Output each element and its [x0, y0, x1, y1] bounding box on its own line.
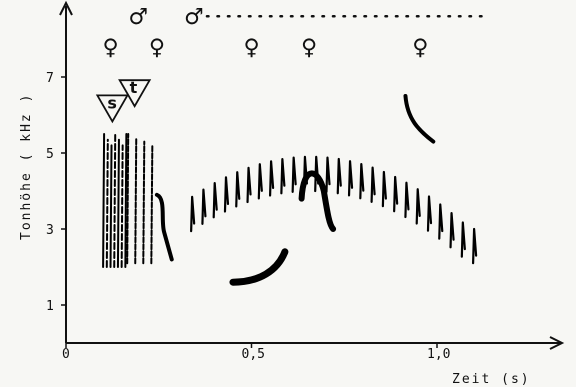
x-tick-label-2: 1,0: [427, 347, 450, 362]
marks: [102, 94, 478, 286]
x-axis-label: Zeit (s): [452, 372, 531, 387]
marker-triangle-t: [118, 79, 152, 109]
female-symbol-2: ♀: [149, 36, 165, 61]
pulse-2: [212, 182, 218, 219]
low-sweep: [229, 248, 289, 286]
marker-triangle-s: [95, 94, 129, 124]
y-tick-label-2: 5: [46, 147, 54, 162]
pulse-22: [438, 203, 444, 240]
pulse-5: [246, 166, 252, 204]
female-symbol-0: ♀: [103, 36, 119, 61]
female-symbol-6: ♀: [412, 36, 428, 61]
t-pulse-1: [134, 136, 138, 265]
tick-labels: 0 0,5 1,0 1 3 5 7: [46, 71, 450, 362]
y-axis-label: Tonhöhe ( kHz ): [19, 93, 34, 240]
marker-label-s: s: [107, 93, 117, 112]
x-tick-label-1: 0,5: [242, 347, 265, 362]
t-pulse-0: [126, 133, 130, 265]
pulse-1: [201, 188, 207, 225]
pulse-17: [381, 170, 387, 208]
axes: [59, 0, 565, 350]
pulse-21: [426, 195, 433, 232]
high-sweep: [403, 94, 436, 144]
pulse-6: [257, 163, 263, 200]
pulse-20: [415, 188, 421, 225]
s-pulse-1: [105, 138, 109, 268]
s-pulse-2: [109, 144, 113, 268]
t-pulse-2: [142, 140, 146, 265]
pulse-12: [325, 156, 331, 193]
pulse-15: [359, 162, 365, 200]
female-symbol-5: ♀: [301, 36, 317, 61]
pulse-25: [472, 227, 478, 265]
pulse-10: [302, 155, 309, 193]
pulse-14: [347, 160, 354, 197]
pulse-9: [291, 156, 297, 193]
pulse-11: [314, 155, 320, 193]
y-tick-label-1: 3: [46, 223, 54, 238]
ticks: [61, 76, 438, 348]
x-tick-label-0: 0: [62, 347, 70, 362]
pulse-24: [460, 221, 466, 258]
y-tick-label-0: 1: [46, 299, 54, 314]
s-pulse-0: [102, 133, 106, 268]
pulse-8: [280, 158, 286, 195]
female-symbol-4: ♀: [244, 36, 260, 61]
male-symbol-1: ♂: [128, 5, 148, 30]
male-symbol-3: ♂: [184, 5, 204, 30]
y-axis-arrow: [59, 0, 73, 16]
marker-label-t: t: [130, 78, 138, 97]
pulse-13: [336, 157, 342, 195]
t-pulse-3: [150, 144, 154, 265]
pulse-0: [190, 195, 196, 233]
pulse-19: [404, 181, 410, 219]
y-tick-label-3: 7: [46, 71, 54, 86]
s-pulse-3: [113, 133, 117, 268]
pulse-16: [370, 166, 376, 203]
x-axis-arrow: [549, 336, 565, 350]
pulse-7: [268, 160, 275, 197]
s-pulse-6: [124, 133, 128, 268]
symbols: st♀♂♀♂♀ ♀ ♀: [95, 5, 483, 124]
pulse-3: [223, 176, 230, 213]
pulse-23: [449, 212, 455, 249]
s-pulse-5: [120, 144, 124, 268]
s-pulse-4: [116, 138, 120, 268]
pulse-4: [235, 171, 241, 208]
pulse-18: [393, 175, 399, 213]
hook-curve: [154, 192, 174, 262]
